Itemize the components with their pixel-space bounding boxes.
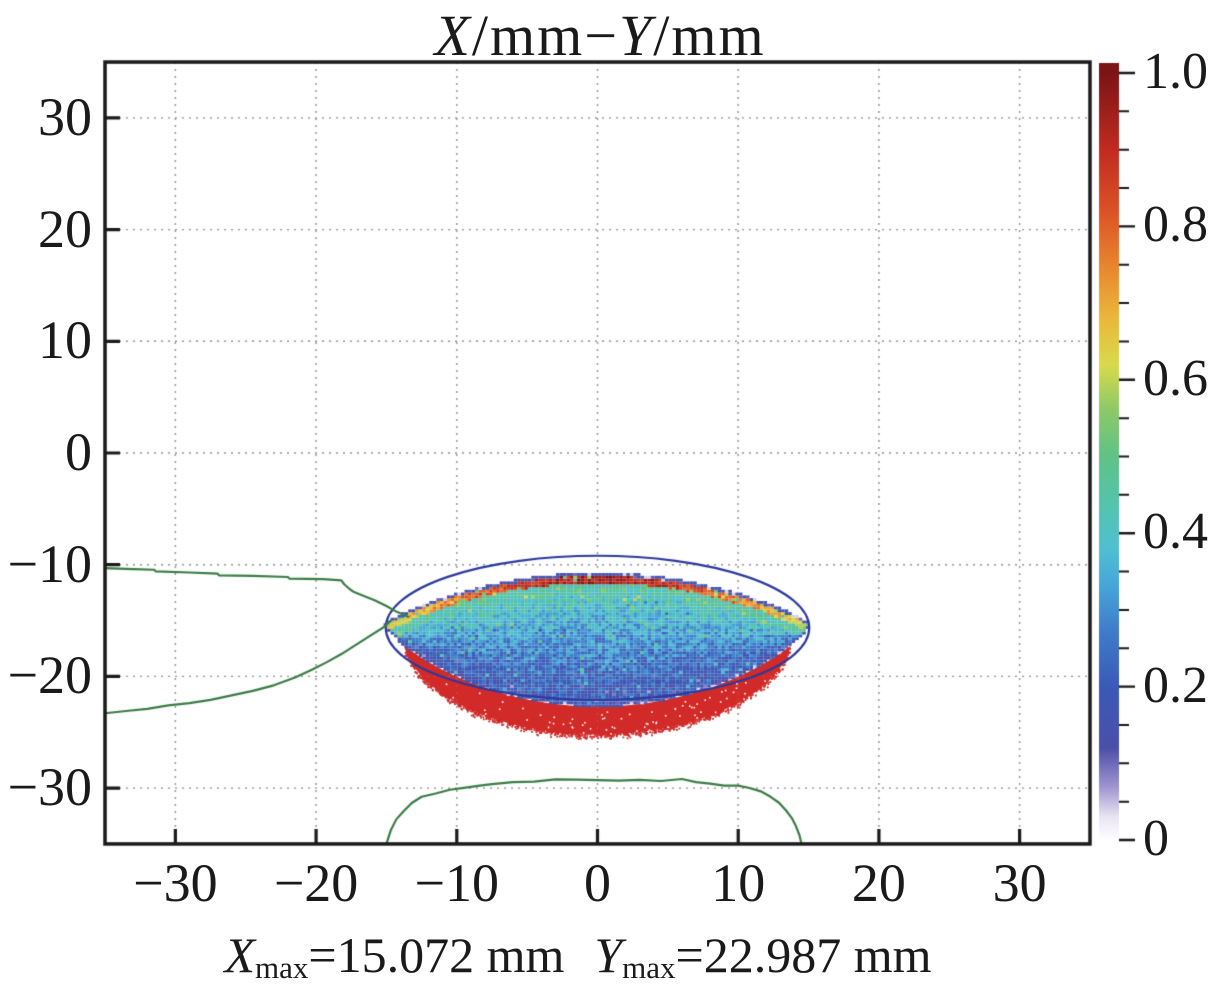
- colorbar-tick-label: 0.8: [1143, 196, 1208, 254]
- y-tick-label: −20: [7, 645, 92, 706]
- annotation-x-value: =15.072 mm: [308, 927, 565, 983]
- annotation-y-subscript: max: [622, 949, 676, 985]
- colorbar-tick-label: 0.6: [1143, 349, 1208, 407]
- annotation-x-subscript: max: [255, 949, 309, 985]
- y-tick-label: −30: [7, 757, 92, 818]
- x-tick-label: 10: [711, 853, 766, 913]
- y-tick-label: −10: [7, 533, 92, 594]
- title-y-unit: /mm: [653, 3, 766, 68]
- title-y-symbol: Y: [618, 3, 654, 68]
- colorbar-tick-label: 0.2: [1143, 656, 1208, 714]
- x-tick-label: 0: [584, 853, 611, 913]
- x-tick-label: 30: [992, 853, 1047, 913]
- annotation-y-value: =22.987 mm: [675, 927, 932, 983]
- x-tick-label: 20: [851, 853, 906, 913]
- x-tick-label: −20: [273, 853, 359, 913]
- annotation-x-symbol: X: [224, 927, 256, 983]
- annotation-y-symbol: Y: [594, 927, 623, 983]
- colorbar-tick-label: 1.0: [1143, 42, 1208, 100]
- title-separator: −: [584, 3, 619, 68]
- title-x-unit: /mm: [471, 3, 585, 68]
- y-tick-label: 0: [65, 421, 92, 482]
- x-tick-label: −30: [133, 853, 218, 913]
- beam-size-annotation: Xmax=15.072 mm Ymax=22.987 mm: [224, 926, 931, 984]
- colorbar-tick-label: 0.4: [1143, 503, 1208, 561]
- y-tick-label: 20: [38, 198, 92, 259]
- colorbar-tick-label: 0: [1143, 809, 1169, 867]
- y-tick-label: 10: [38, 310, 92, 371]
- y-max-group: Ymax=22.987 mm: [594, 927, 931, 983]
- title-x-symbol: X: [434, 3, 472, 68]
- y-tick-label: 30: [38, 86, 92, 147]
- plot-title: X/mm−Y/mm: [434, 2, 765, 69]
- x-max-group: Xmax=15.072 mm: [224, 927, 564, 983]
- x-tick-label: −10: [414, 853, 500, 913]
